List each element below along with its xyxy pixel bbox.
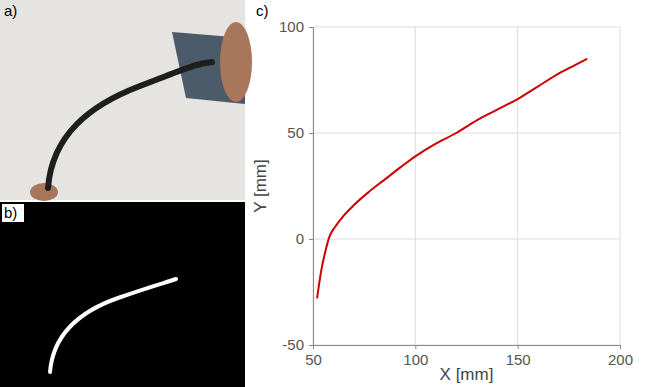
photo-background [0,0,245,200]
grid [313,27,620,345]
panel-letter: b) [4,204,17,221]
y-tick-label: 0 [296,230,304,247]
y-tick-label: 50 [287,124,304,141]
y-axis-title: Y [mm] [251,159,270,213]
photo-cable [48,62,212,188]
mask-background [0,202,245,387]
panel-c: 50 100 150 200 -50 0 50 100 X [mm] Y [mm] [251,18,633,384]
x-tick-mark [518,345,519,349]
x-tick: 100 [403,345,428,368]
x-tick-label: 200 [608,351,633,368]
x-tick-label: 150 [506,351,531,368]
photo-hand [220,22,252,102]
y-axis-line [309,28,314,346]
grid-line-x [620,27,621,345]
x-tick: 200 [608,345,633,368]
y-tick: 100 [279,18,313,35]
grid-line-x [415,27,416,345]
panel-b [0,202,245,387]
photo-hand [30,183,58,201]
figure: a) b) c) 50 100 150 200 -50 0 50 100 X [mm] Y [mm] [0,0,652,387]
y-tick: 0 [296,230,313,247]
x-tick-mark [620,345,621,349]
x-tick: 50 [305,345,322,368]
y-axis: -50 0 50 100 [279,18,314,353]
grid-line-y [313,239,620,240]
panel-letter: c) [256,2,269,19]
grid-line-y [313,27,620,28]
plot-area [317,59,587,299]
y-tick: -50 [282,336,313,353]
x-tick-label: 100 [403,351,428,368]
x-axis-title: X [mm] [440,365,494,384]
x-tick-mark [415,345,416,349]
x-tick-label: 50 [305,351,322,368]
y-tick-label: -50 [282,336,304,353]
y-tick-label: 100 [279,18,304,35]
data-line [317,59,587,299]
x-tick: 150 [506,345,531,368]
y-tick-mark [309,133,313,134]
y-tick-mark [309,239,313,240]
y-tick-mark [309,27,313,28]
grid-line-x [517,27,518,345]
y-tick: 50 [287,124,313,141]
panel-a [0,0,252,201]
y-tick-mark [309,345,313,346]
panel-letter: a) [4,2,17,19]
panel-letter-background [2,204,24,222]
mask-curve [50,279,176,372]
grid-line-y [313,133,620,134]
x-axis-line [314,346,621,350]
